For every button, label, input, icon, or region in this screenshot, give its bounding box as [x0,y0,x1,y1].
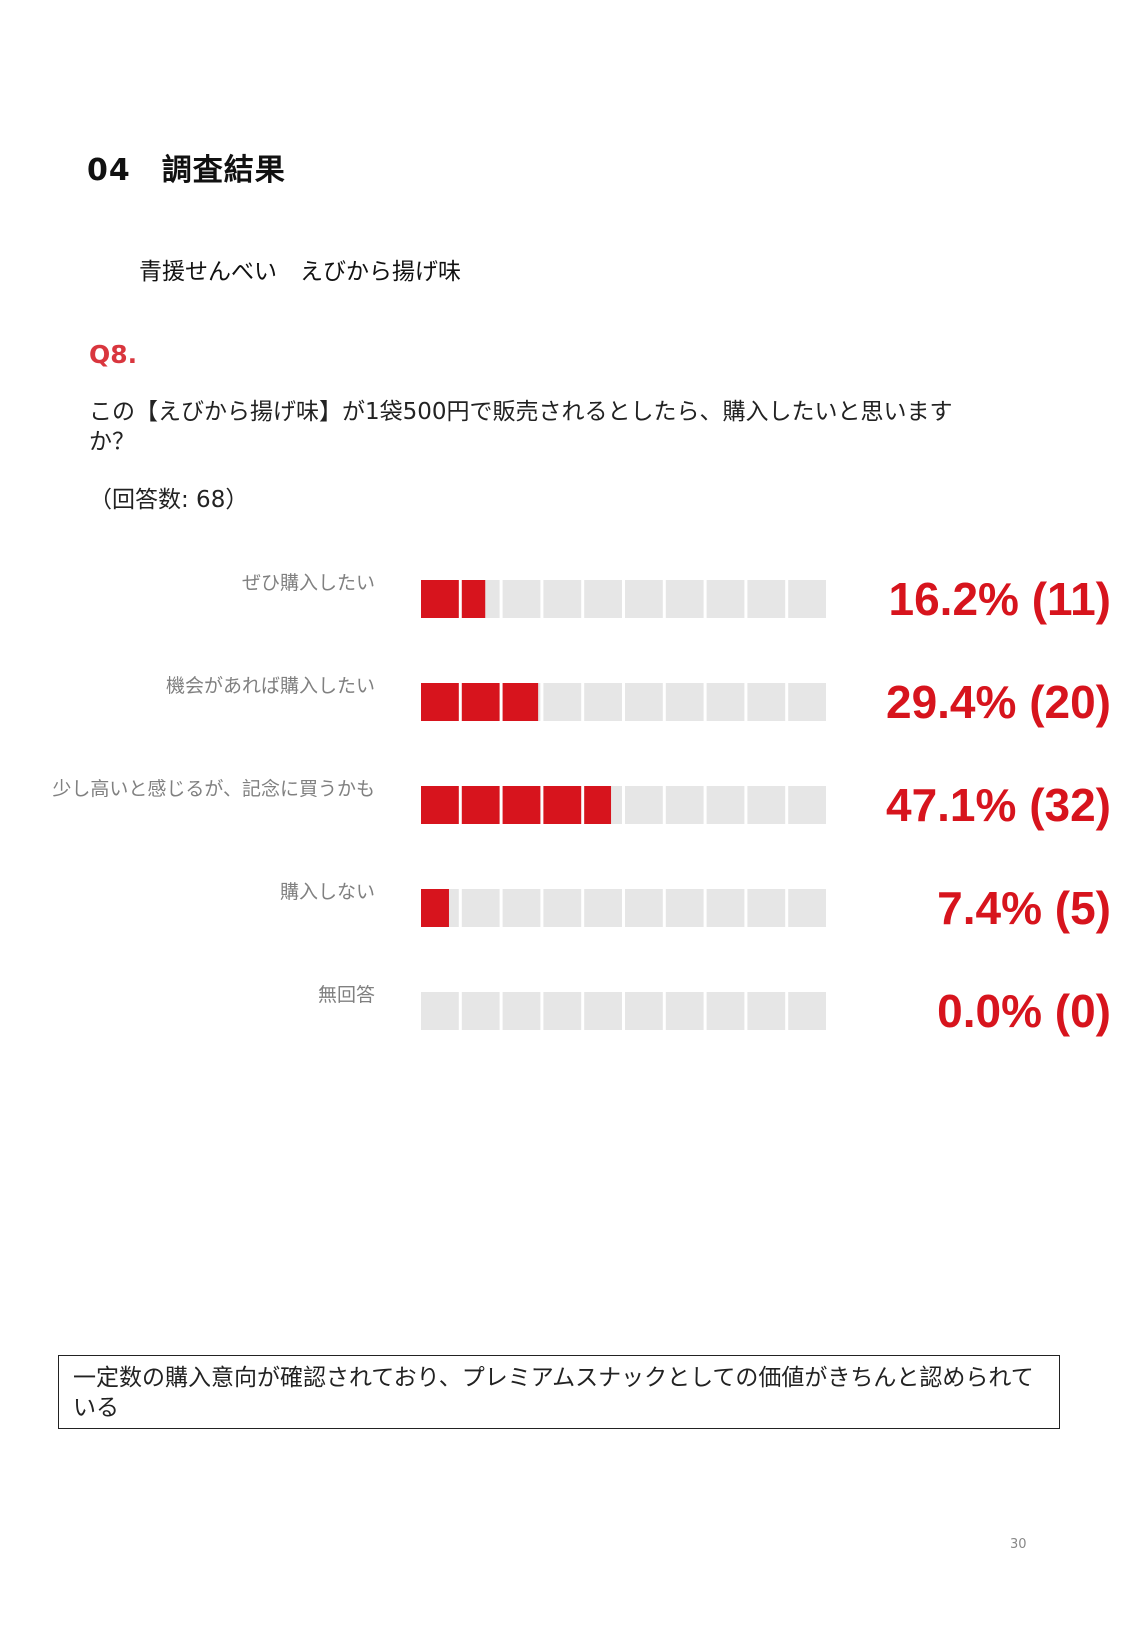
bar-segment-empty [747,786,786,824]
bar-segment-empty [706,580,745,618]
bar-segment-filled [461,683,500,721]
chart-row: ぜひ購入したい 16.2% (11) [0,560,1125,625]
bar-segment-empty [461,992,500,1030]
bar-segment-empty [706,683,745,721]
bar-track [421,786,826,824]
category-label: 機会があれば購入したい [165,675,375,697]
bar-segment-empty [665,786,704,824]
bar-segment-empty [584,683,622,721]
chart-row: 購入しない 7.4% (5) [0,869,1125,934]
bar-segment-filled [584,786,612,824]
value-label: 7.4% (5) [937,882,1111,934]
chart-row: 無回答 0.0% (0) [0,972,1125,1037]
bar-segment-filled [543,786,582,824]
bar-svg [421,580,826,618]
bar-track [421,992,826,1030]
bar-segment-empty [788,580,826,618]
section-title: 04 調査結果 [87,153,286,188]
bar-segment-empty [543,580,582,618]
bar-track [421,580,826,618]
category-label: 少し高いと感じるが、記念に買うかも [52,778,375,800]
bar-segment-empty [543,683,582,721]
bar-segment-empty [543,992,582,1030]
bar-segment-empty [584,580,622,618]
bar-segment-empty [625,992,663,1030]
bar-segment-empty [747,889,786,927]
bar-segment-empty [421,992,459,1030]
bar-segment-empty [625,580,663,618]
bar-segment-empty [625,889,663,927]
question-text: この【えびから揚げ味】が1袋500円で販売されるとしたら、購入したいと思いますか… [89,399,953,455]
respondent-count: （回答数: 68） [89,487,249,513]
bar-svg [421,992,826,1030]
value-label: 47.1% (32) [885,779,1111,831]
bar-segment-filled [502,786,541,824]
bar-segment-empty [788,992,826,1030]
bar-segment-empty [625,786,663,824]
bar-segment-empty [584,992,622,1030]
bar-segment-empty [502,889,541,927]
chart-row: 機会があれば購入したい 29.4% (20) [0,663,1125,728]
bar-segment-filled [461,786,500,824]
bar-segment-filled [421,683,459,721]
bar-segment-empty [543,889,582,927]
bar-segment-empty [665,580,704,618]
summary-box: 一定数の購入意向が確認されており、プレミアムスナックとしての価値がきちんと認めら… [58,1355,1060,1429]
value-label: 16.2% (11) [888,573,1111,625]
bar-segment-filled [421,889,449,927]
bar-segment-empty [502,580,541,618]
bar-segment-empty [706,992,745,1030]
bar-track [421,683,826,721]
bar-segment-empty [747,580,786,618]
bar-svg [421,786,826,824]
bar-segment-empty [706,889,745,927]
bar-svg [421,683,826,721]
category-label: 無回答 [317,984,375,1006]
category-label: ぜひ購入したい [241,572,375,594]
category-label: 購入しない [279,881,375,903]
page-number: 30 [1010,1537,1027,1552]
question-number: Q8. [89,340,138,369]
bar-segment-filled [461,580,486,618]
bar-segment-empty [706,786,745,824]
bar-segment-empty [625,683,663,721]
bar-segment-empty [747,683,786,721]
bar-segment-filled [421,786,459,824]
bar-segment-empty [665,683,704,721]
bar-segment-empty [747,992,786,1030]
bar-segment-empty [665,889,704,927]
bar-svg [421,889,826,927]
chart-row: 少し高いと感じるが、記念に買うかも 47.1% (32) [0,766,1125,831]
product-subtitle: 青援せんべい えびから揚げ味 [139,259,461,285]
value-label: 0.0% (0) [937,985,1111,1037]
bar-segment-filled [421,580,459,618]
bar-segment-empty [502,992,541,1030]
bar-segment-empty [788,786,826,824]
purchase-intent-chart: ぜひ購入したい 16.2% (11) 機会があれば購入したい 29.4% (20) 少し… [0,560,1125,1060]
bar-segment-empty [461,889,500,927]
bar-segment-empty [584,889,622,927]
bar-segment-filled [502,683,539,721]
bar-segment-empty [665,992,704,1030]
value-label: 29.4% (20) [885,676,1111,728]
bar-segment-empty [788,683,826,721]
bar-segment-empty [788,889,826,927]
bar-track [421,889,826,927]
